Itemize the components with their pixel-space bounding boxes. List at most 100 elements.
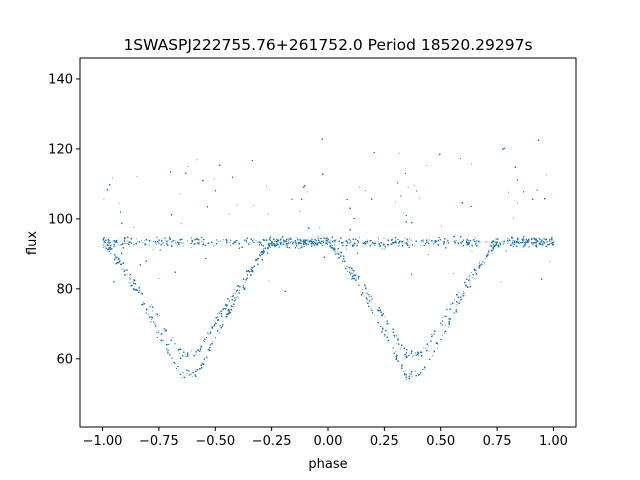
data-point bbox=[324, 237, 326, 239]
data-point bbox=[460, 158, 461, 159]
data-point bbox=[158, 332, 160, 334]
data-point bbox=[135, 238, 137, 240]
data-point bbox=[383, 237, 385, 239]
data-point bbox=[551, 239, 553, 241]
data-point bbox=[317, 235, 319, 237]
data-point bbox=[178, 352, 180, 354]
data-point bbox=[156, 332, 158, 333]
data-point bbox=[500, 281, 502, 283]
data-point bbox=[155, 242, 157, 244]
data-point bbox=[246, 242, 247, 243]
data-point bbox=[270, 244, 272, 246]
data-point bbox=[126, 274, 128, 276]
data-point bbox=[493, 239, 495, 241]
data-point bbox=[543, 239, 545, 241]
data-point bbox=[279, 241, 281, 243]
data-point bbox=[481, 261, 483, 263]
data-point bbox=[431, 334, 432, 335]
data-point bbox=[182, 245, 184, 247]
data-point bbox=[204, 356, 206, 358]
data-point bbox=[523, 241, 525, 243]
data-point bbox=[190, 246, 192, 248]
data-point bbox=[148, 240, 150, 241]
data-point bbox=[158, 242, 160, 244]
data-point bbox=[413, 185, 415, 187]
data-point bbox=[347, 271, 349, 272]
data-point bbox=[275, 240, 277, 242]
data-point bbox=[117, 259, 119, 261]
data-point bbox=[207, 334, 209, 336]
data-point bbox=[114, 256, 116, 258]
data-point bbox=[472, 240, 474, 241]
data-point bbox=[164, 329, 166, 331]
data-point bbox=[160, 333, 162, 335]
data-point bbox=[242, 285, 244, 287]
data-point bbox=[514, 242, 516, 244]
data-point bbox=[212, 244, 214, 246]
data-point bbox=[246, 238, 248, 240]
data-point bbox=[394, 336, 396, 338]
data-point bbox=[501, 241, 503, 243]
data-point bbox=[417, 372, 419, 374]
data-point bbox=[396, 355, 398, 357]
data-point bbox=[129, 245, 131, 247]
data-point bbox=[191, 350, 193, 352]
data-point bbox=[551, 236, 553, 238]
data-point bbox=[407, 241, 409, 243]
data-point bbox=[492, 247, 494, 249]
data-point bbox=[128, 281, 130, 283]
data-point bbox=[482, 261, 484, 263]
data-point bbox=[219, 240, 221, 242]
data-point bbox=[456, 304, 458, 306]
scatter-points bbox=[102, 138, 555, 381]
data-point bbox=[470, 244, 472, 246]
data-point bbox=[395, 350, 397, 352]
data-point bbox=[251, 267, 253, 269]
data-point bbox=[526, 241, 528, 243]
data-point bbox=[256, 257, 258, 259]
data-point bbox=[322, 240, 324, 242]
data-point bbox=[460, 300, 462, 302]
data-point bbox=[512, 217, 514, 219]
data-point bbox=[106, 247, 108, 249]
data-point bbox=[103, 198, 105, 200]
data-point bbox=[112, 246, 114, 247]
data-point bbox=[157, 242, 159, 243]
data-point bbox=[502, 244, 504, 246]
data-point bbox=[525, 242, 527, 244]
data-point bbox=[377, 237, 379, 239]
data-point bbox=[262, 245, 264, 247]
data-point bbox=[475, 270, 477, 272]
data-point bbox=[180, 241, 182, 243]
data-point bbox=[418, 359, 420, 361]
data-point bbox=[190, 238, 192, 240]
data-point bbox=[442, 334, 444, 336]
data-point bbox=[332, 240, 334, 242]
data-point bbox=[525, 244, 527, 246]
data-point bbox=[305, 244, 307, 246]
data-point bbox=[418, 352, 420, 354]
data-point bbox=[299, 241, 301, 243]
data-point bbox=[208, 243, 210, 245]
data-point bbox=[143, 240, 145, 242]
data-point bbox=[399, 348, 401, 350]
data-point bbox=[262, 248, 264, 250]
data-point bbox=[407, 186, 409, 188]
data-point bbox=[298, 248, 299, 249]
data-point bbox=[167, 240, 169, 242]
data-point bbox=[314, 242, 315, 243]
data-point bbox=[475, 241, 477, 243]
data-point bbox=[444, 324, 446, 326]
data-point bbox=[365, 288, 367, 290]
data-point bbox=[307, 241, 309, 242]
data-point bbox=[253, 266, 255, 268]
data-point bbox=[540, 243, 542, 245]
data-point bbox=[126, 243, 128, 245]
data-point bbox=[457, 294, 459, 296]
data-point bbox=[400, 241, 402, 243]
data-point bbox=[230, 244, 232, 246]
data-point bbox=[117, 239, 119, 241]
data-point bbox=[235, 292, 236, 294]
data-point bbox=[299, 211, 301, 212]
